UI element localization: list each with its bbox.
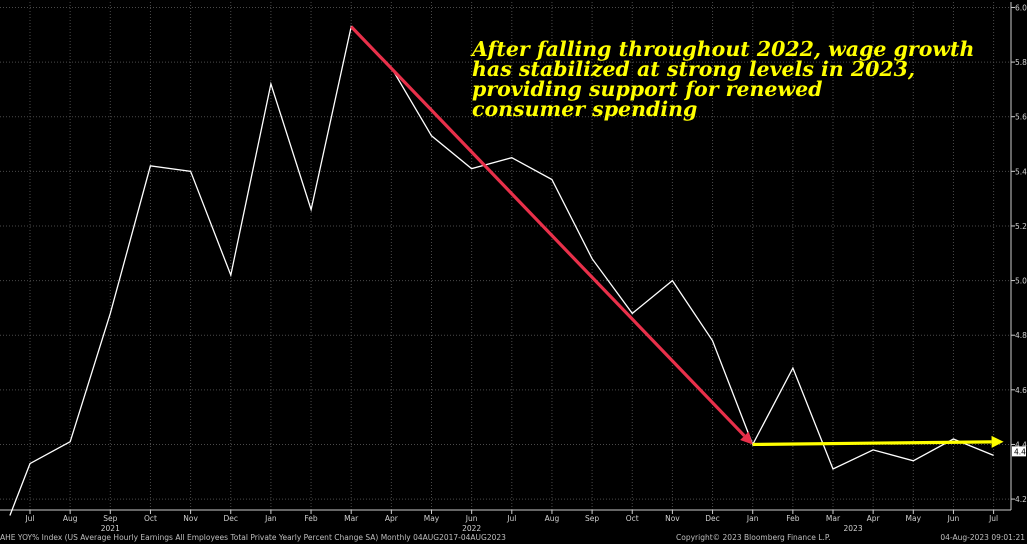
last-value-box (1012, 446, 1026, 457)
y-tick-label: 4.8 (1015, 331, 1027, 340)
y-tick-label: 5.8 (1015, 58, 1027, 67)
x-tick-label: Nov (183, 514, 198, 523)
trend-arrow-shaft (752, 440, 992, 447)
x-year-label: 2022 (462, 524, 481, 533)
series-line (9, 25, 994, 516)
x-tick-label: Oct (144, 514, 157, 523)
x-tick-label: Jul (24, 514, 34, 523)
last-value-text: 4.4 (1014, 447, 1026, 456)
x-tick-label: Jun (947, 514, 960, 523)
x-tick-label: Apr (385, 514, 399, 523)
trend-arrow-head (740, 431, 753, 445)
y-tick-label: 4.4 (1015, 440, 1027, 449)
last-value-label: 4.4 (1012, 446, 1026, 457)
trend-arrows (350, 25, 1004, 448)
gridlines (0, 2, 1011, 510)
annotation-line: providing support for renewed (472, 77, 823, 101)
x-tick-label: Aug (63, 514, 78, 523)
trend-arrow-head (991, 435, 1004, 448)
x-tick-label: Nov (665, 514, 680, 523)
trend-arrow-shaft (350, 25, 746, 437)
x-year-label: 2021 (101, 524, 120, 533)
x-tick-label: Mar (344, 514, 359, 523)
footer-timestamp: 04-Aug-2023 09:01:21 (940, 533, 1025, 542)
footer-source: AHE YOY% Index (US Average Hourly Earnin… (0, 533, 506, 542)
x-tick-label: Dec (223, 514, 238, 523)
x-tick-label: Dec (705, 514, 720, 523)
x-tick-label: Jul (988, 514, 998, 523)
y-tick-label: 6.0 (1015, 3, 1027, 12)
axes (0, 2, 1015, 514)
x-tick-label: Jul (506, 514, 516, 523)
footer-copyright: Copyright© 2023 Bloomberg Finance L.P. (676, 533, 831, 542)
x-tick-label: Jan (746, 514, 759, 523)
x-tick-label: May (906, 514, 922, 523)
x-tick-label: Feb (786, 514, 800, 523)
x-tick-label: Oct (626, 514, 639, 523)
annotation-line: has stabilized at strong levels in 2023, (472, 57, 916, 81)
x-tick-label: Aug (545, 514, 560, 523)
x-tick-label: Sep (103, 514, 117, 523)
y-tick-label: 5.6 (1015, 113, 1027, 122)
annotation-line: consumer spending (472, 97, 698, 121)
x-tick-label: Jan (264, 514, 277, 523)
y-tick-label: 4.2 (1015, 495, 1027, 504)
x-tick-label: May (424, 514, 440, 523)
y-tick-label: 5.0 (1015, 277, 1027, 286)
annotation-line: After falling throughout 2022, wage grow… (472, 37, 975, 61)
y-axis-tick-labels: 4.2 4.4 4.6 4.8 5.0 5.2 5.4 5.6 5.8 6.0 (1015, 3, 1027, 504)
y-tick-label: 5.4 (1015, 167, 1027, 176)
x-tick-label: Mar (826, 514, 841, 523)
x-tick-label: Jun (465, 514, 478, 523)
y-tick-label: 4.6 (1015, 386, 1027, 395)
y-tick-label: 5.2 (1015, 222, 1027, 231)
x-tick-label: Apr (867, 514, 881, 523)
x-year-label: 2023 (844, 524, 863, 533)
x-axis-tick-labels: Jul Aug Sep Oct Nov Dec Jan Feb Mar Apr May Jun Jul A… (24, 514, 998, 533)
x-tick-label: Sep (585, 514, 599, 523)
x-tick-label: Feb (304, 514, 318, 523)
annotation-text: After falling throughout 2022, wage grow… (472, 37, 1017, 121)
